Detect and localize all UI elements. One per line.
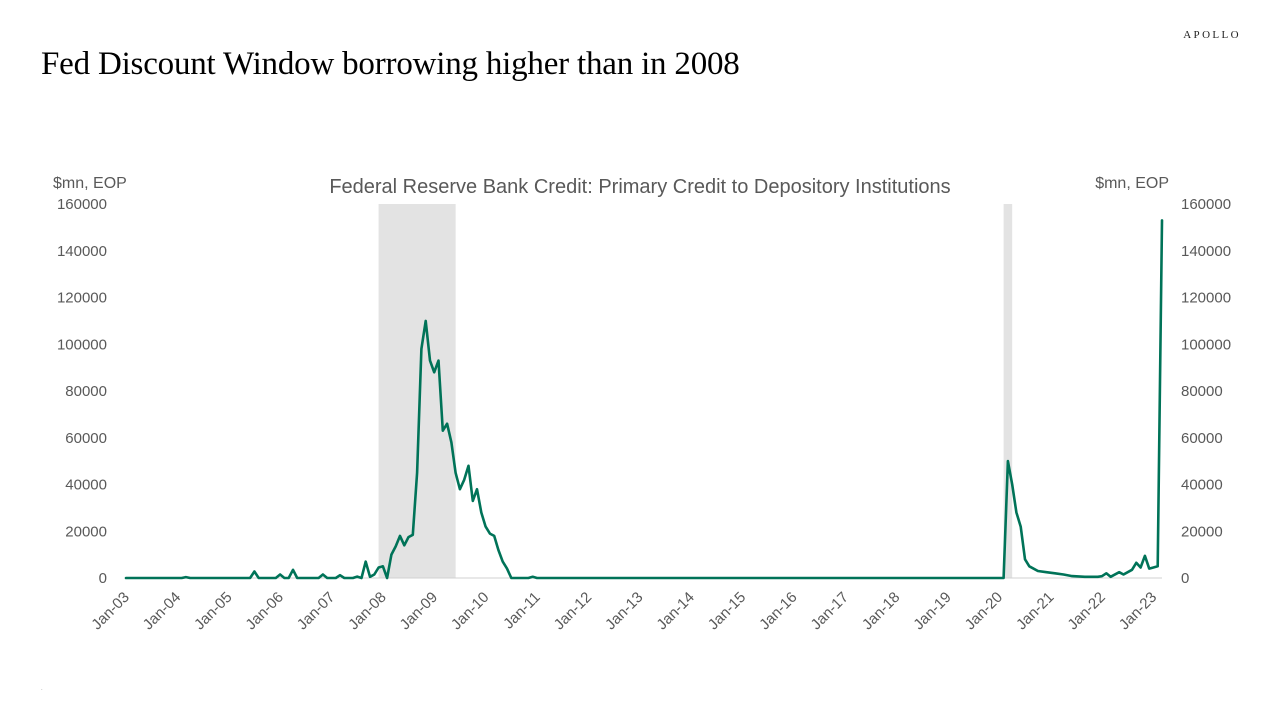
recession-band-1 xyxy=(378,204,456,578)
y-tick-left: 60000 xyxy=(65,430,107,447)
x-tick-label: Jan-13 xyxy=(602,589,646,633)
slide-title: Fed Discount Window borrowing higher tha… xyxy=(41,46,740,82)
chart-title: Federal Reserve Bank Credit: Primary Cre… xyxy=(329,176,950,198)
x-tick-label: Jan-11 xyxy=(500,589,544,633)
recession-shading xyxy=(378,204,1013,578)
y-tick-right: 20000 xyxy=(1181,523,1223,540)
x-tick-label: Jan-06 xyxy=(242,589,286,633)
x-tick-label: Jan-17 xyxy=(808,589,852,633)
y-tick-left: 80000 xyxy=(65,383,107,400)
x-tick-label: Jan-04 xyxy=(140,589,184,633)
x-tick-label: Jan-08 xyxy=(345,589,389,633)
x-tick-label: Jan-19 xyxy=(910,589,954,633)
y-tick-left: 40000 xyxy=(65,477,107,494)
x-tick-label: Jan-05 xyxy=(191,589,235,633)
y-tick-right: 100000 xyxy=(1181,336,1231,353)
x-tick-label: Jan-14 xyxy=(653,589,697,633)
y-tick-left: 20000 xyxy=(65,523,107,540)
y-tick-left: 160000 xyxy=(57,196,107,213)
primary-credit-line xyxy=(124,219,1164,580)
x-tick-label: Jan-23 xyxy=(1116,589,1160,633)
y-tick-left: 0 xyxy=(99,570,107,587)
y-tick-left: 140000 xyxy=(57,243,107,260)
y-axis-left: 0 20000 40000 60000 80000 100000 120000 140000 1… xyxy=(57,196,107,587)
x-tick-label: Jan-20 xyxy=(962,589,1006,633)
y-tick-right: 80000 xyxy=(1181,383,1223,400)
y-tick-right: 40000 xyxy=(1181,477,1223,494)
x-tick-label: Jan-21 xyxy=(1013,589,1057,633)
x-axis: Jan-03 Jan-04 Jan-05 Jan-06 Jan-07 Jan-08 Jan-… xyxy=(88,589,1160,633)
y-tick-right: 160000 xyxy=(1181,196,1231,213)
y-tick-left: 100000 xyxy=(57,336,107,353)
x-tick-label: Jan-22 xyxy=(1064,589,1108,633)
y-tick-left: 120000 xyxy=(57,290,107,307)
recession-band-2 xyxy=(1003,204,1013,578)
brand-logo: APOLLO xyxy=(1183,29,1241,41)
footer-dot: . xyxy=(41,686,43,692)
x-tick-label: Jan-15 xyxy=(705,589,749,633)
y-axis-right: 0 20000 40000 60000 80000 100000 120000 140000 1… xyxy=(1181,196,1231,587)
y-tick-right: 0 xyxy=(1181,570,1189,587)
x-tick-label: Jan-16 xyxy=(756,589,800,633)
x-tick-label: Jan-18 xyxy=(859,589,903,633)
y-tick-right: 60000 xyxy=(1181,430,1223,447)
y-tick-right: 120000 xyxy=(1181,290,1231,307)
y-axis-unit-left: $mn, EOP xyxy=(53,175,127,192)
y-tick-right: 140000 xyxy=(1181,243,1231,260)
x-tick-label: Jan-09 xyxy=(397,589,441,633)
y-axis-unit-right: $mn, EOP xyxy=(1095,175,1169,192)
x-tick-label: Jan-03 xyxy=(88,589,132,633)
x-tick-label: Jan-07 xyxy=(294,589,338,633)
x-tick-label: Jan-12 xyxy=(551,589,595,633)
x-tick-label: Jan-10 xyxy=(448,589,492,633)
